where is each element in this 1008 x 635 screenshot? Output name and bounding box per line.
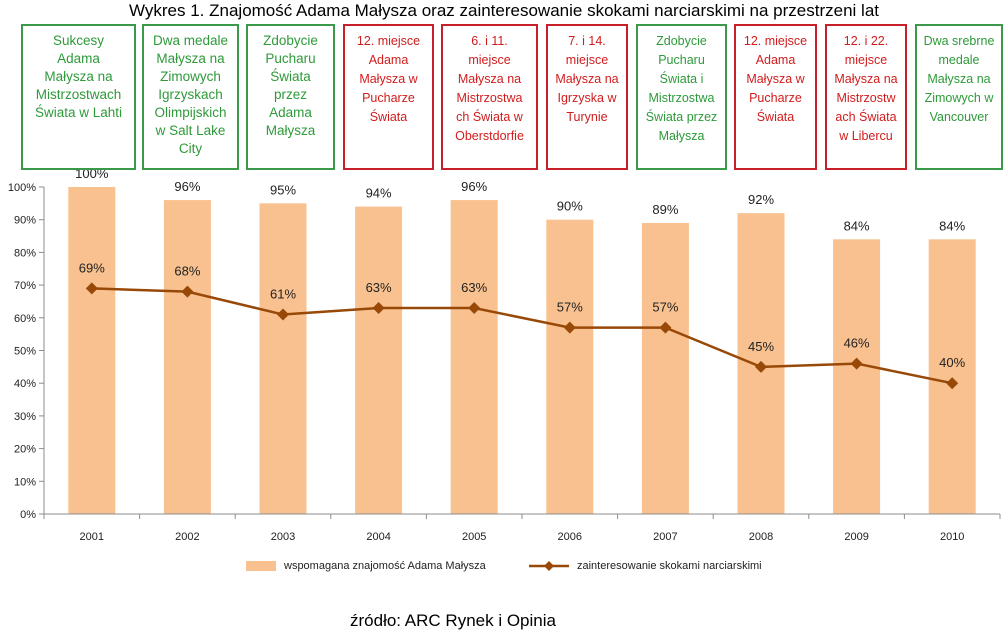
line-label-2007: 57% — [652, 300, 678, 315]
y-tick-label: 30% — [14, 411, 36, 423]
bar-2010 — [928, 239, 976, 514]
line-point-2005 — [468, 301, 481, 314]
line-point-2010 — [946, 377, 959, 390]
legend-line-label: zainteresowanie skokami narciarskimi — [577, 560, 762, 572]
bar-2001 — [68, 187, 116, 514]
event-box-text: 6. i 11. miejsce Małysza na Mistrzostwa … — [455, 34, 524, 143]
event-box-2006: 7. i 14. miejsce Małysza na Igrzyska w T… — [546, 24, 628, 170]
x-tick-label-2001: 2001 — [80, 531, 104, 543]
y-tick-label: 100% — [8, 182, 36, 194]
bar-label-2008: 92% — [748, 192, 774, 207]
event-box-text: Dwa srebrne medale Małysza na Zimowych w… — [923, 34, 995, 124]
event-box-text: Dwa medale Małysza na Zimowych Igrzyskac… — [152, 33, 229, 156]
bar-label-2006: 90% — [557, 199, 583, 214]
line-label-2006: 57% — [557, 300, 583, 315]
event-box-2003: Zdobycie Pucharu Świata przez Adama Mały… — [246, 24, 335, 170]
line-label-2004: 63% — [366, 280, 392, 295]
bar-label-2007: 89% — [652, 202, 678, 217]
x-tick-label-2010: 2010 — [940, 531, 964, 543]
y-tick-label: 40% — [14, 378, 36, 390]
line-point-2001 — [85, 282, 98, 295]
line-point-2008 — [755, 360, 767, 373]
legend-line-swatch — [529, 561, 569, 571]
bar-label-2003: 95% — [270, 182, 296, 197]
event-box-2001: Sukcesy Adama Małysza na Mistrzostwach Ś… — [21, 24, 136, 170]
x-tick-label-2009: 2009 — [844, 531, 868, 543]
event-box-text: 12. miejsce Adama Małysza w Pucharze Świ… — [743, 34, 808, 124]
y-tick-label: 70% — [14, 280, 36, 292]
line-point-2006 — [563, 321, 576, 334]
legend-bar: wspomagana znajomość Adama Małysza — [246, 560, 486, 572]
legend-bar-swatch — [246, 561, 276, 571]
event-box-text: Sukcesy Adama Małysza na Mistrzostwach Ś… — [34, 33, 123, 120]
x-tick-label-2007: 2007 — [653, 531, 677, 543]
event-box-2008: 12. miejsce Adama Małysza w Pucharze Świ… — [734, 24, 817, 170]
x-tick-label-2004: 2004 — [366, 531, 390, 543]
y-tick-label: 0% — [20, 509, 36, 521]
line-series — [91, 287, 953, 385]
line-point-2009 — [850, 357, 863, 370]
y-tick-label: 50% — [14, 346, 36, 358]
line-label-2005: 63% — [461, 280, 487, 295]
event-box-2004: 12. miejsce Adama Małysza w Pucharze Świ… — [343, 24, 434, 170]
bar-label-2010: 84% — [939, 218, 965, 233]
y-tick-label: 10% — [14, 476, 36, 488]
y-tick-label: 90% — [14, 215, 36, 227]
event-box-2007: Zdobycie Pucharu Świata i Mistrzostwa Św… — [636, 24, 727, 170]
bar-label-2005: 96% — [461, 179, 487, 194]
x-tick-label-2003: 2003 — [271, 531, 295, 543]
line-point-2003 — [277, 308, 289, 321]
bar-label-2004: 94% — [366, 186, 392, 201]
x-tick-label-2005: 2005 — [462, 531, 486, 543]
line-point-2004 — [372, 301, 385, 314]
bar-2002 — [163, 200, 211, 514]
bar-2009 — [833, 239, 881, 514]
y-tick-label: 80% — [14, 247, 36, 259]
legend-line: zainteresowanie skokami narciarskimi — [527, 560, 762, 572]
line-label-2002: 68% — [174, 264, 200, 279]
line-label-2003: 61% — [270, 287, 296, 302]
bar-2005 — [450, 200, 498, 514]
line-label-2008: 45% — [748, 339, 774, 354]
bar-label-2001: 100% — [75, 170, 109, 181]
event-box-2002: Dwa medale Małysza na Zimowych Igrzyskac… — [142, 24, 239, 170]
event-box-2010: Dwa srebrne medale Małysza na Zimowych w… — [915, 24, 1003, 170]
event-box-text: 12. i 22. miejsce Małysza na Mistrzostw … — [834, 34, 898, 143]
bar-2004 — [355, 206, 403, 514]
event-box-text: Zdobycie Pucharu Świata i Mistrzostwa Św… — [645, 34, 718, 143]
x-tick-label-2008: 2008 — [749, 531, 773, 543]
source-caption: źródło: ARC Rynek i Opinia — [350, 611, 556, 630]
event-box-2009: 12. i 22. miejsce Małysza na Mistrzostw … — [825, 24, 907, 170]
y-tick-label: 20% — [14, 444, 36, 456]
bar-label-2002: 96% — [174, 179, 200, 194]
legend-bar-label: wspomagana znajomość Adama Małysza — [284, 560, 486, 572]
line-point-2007 — [659, 321, 672, 334]
bar-2007 — [641, 222, 689, 514]
chart: 0% 10% 20% 30% 40% 50% 60% 70% 80% 90% 100% 2001 200… — [8, 170, 1001, 543]
chart-title: Wykres 1. Znajomość Adama Małysza oraz z… — [128, 1, 879, 20]
event-box-text: 7. i 14. miejsce Małysza na Igrzyska w T… — [555, 34, 619, 124]
event-box-2005: 6. i 11. miejsce Małysza na Mistrzostwa … — [441, 24, 538, 170]
y-tick-label: 60% — [14, 313, 36, 325]
event-box-text: 12. miejsce Adama Małysza w Pucharze Świ… — [356, 34, 421, 124]
x-tick-label-2006: 2006 — [558, 531, 582, 543]
x-tick-label-2002: 2002 — [175, 531, 199, 543]
line-point-2002 — [181, 285, 194, 298]
line-label-2009: 46% — [844, 336, 870, 351]
bar-label-2009: 84% — [844, 218, 870, 233]
line-label-2001: 69% — [79, 260, 105, 275]
event-box-text: Zdobycie Pucharu Świata przez Adama Mały… — [263, 33, 318, 138]
bar-2006 — [546, 219, 594, 514]
bar-2003 — [259, 203, 307, 514]
line-label-2010: 40% — [939, 355, 965, 370]
